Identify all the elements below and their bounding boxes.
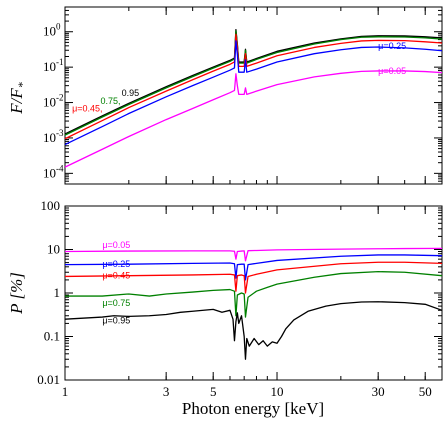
bottom-series-0-05 — [64, 247, 443, 262]
top-annotation-0-95: 0.95 — [122, 88, 140, 98]
top-series-0-05 — [64, 70, 443, 168]
top-y-tick-label: 10-3 — [43, 128, 64, 145]
bottom-y-tick-label: 100 — [41, 198, 61, 213]
top-y-tick-label-exp: 0 — [56, 22, 61, 32]
top-y-tick-label-base: 10 — [43, 165, 56, 180]
bottom-y-tick-label: 1 — [54, 285, 61, 300]
top-y-tick-label-exp: -2 — [56, 93, 64, 103]
top-panel-frame — [64, 6, 443, 185]
bottom-x-ticks: 1 3 5 10 30 50 — [62, 206, 432, 399]
top-y-tick-label-base: 10 — [43, 24, 56, 39]
bottom-y-tick-label: 0.1 — [44, 329, 60, 344]
top-annotation-0-45: μ=0.45, — [72, 104, 102, 114]
bottom-y-axis-title: P [%] — [7, 272, 26, 315]
top-annotation-0-25: μ=0.25 — [378, 41, 406, 51]
top-y-tick-label-exp: -3 — [56, 128, 64, 138]
top-y-tick-label-base: 10 — [43, 59, 56, 74]
bottom-series-0-75 — [65, 270, 443, 318]
top-annotations: μ=0.45,0.75,0.95 μ=0.25 μ=0.05 — [72, 41, 406, 114]
top-y-axis-title-main: F/F — [7, 88, 26, 115]
top-y-tick-label-exp: -4 — [56, 163, 64, 173]
bottom-x-tick-label-5: 5 — [210, 384, 217, 399]
bottom-y-tick-label: 0.01 — [37, 372, 60, 387]
top-series-group — [64, 28, 443, 168]
top-y-tick-label: 10-1 — [43, 57, 64, 74]
bottom-annotation-0-75: μ=0.75 — [102, 298, 130, 308]
bottom-series-group — [64, 247, 443, 360]
bottom-y-tick-label: 10 — [47, 242, 60, 257]
top-x-ticks — [64, 7, 426, 184]
bottom-x-tick-label-3: 3 — [163, 384, 170, 399]
bottom-x-tick-label-30: 30 — [372, 384, 385, 399]
bottom-series-0-25 — [64, 254, 443, 281]
bottom-x-tick-label-50: 50 — [419, 384, 432, 399]
top-annotation-0-75: 0.75, — [100, 96, 120, 106]
top-y-tick-label-exp: -1 — [56, 57, 64, 67]
x-axis-title: Photon energy [keV] — [182, 399, 324, 418]
top-y-axis-title-sub: * — [15, 82, 29, 88]
top-y-axis-title: F/F* — [7, 82, 29, 115]
bottom-annotations: μ=0.05 μ=0.25 μ=0.45 μ=0.75 μ=0.95 — [102, 240, 130, 325]
top-y-tick-label: 10-2 — [43, 93, 64, 110]
bottom-annotation-0-95: μ=0.95 — [102, 315, 130, 325]
bottom-annotation-0-25: μ=0.25 — [102, 259, 130, 269]
bottom-series-0-95 — [64, 301, 443, 360]
bottom-x-tick-label-10: 10 — [271, 384, 284, 399]
bottom-y-ticks: 0.01 0.1 1 10 100 — [37, 198, 442, 387]
top-y-tick-label-base: 10 — [43, 130, 56, 145]
bottom-x-tick-label-1: 1 — [62, 384, 69, 399]
top-series-0-25 — [64, 40, 443, 146]
top-y-tick-label-base: 10 — [43, 95, 56, 110]
top-y-tick-label: 100 — [43, 22, 61, 39]
top-y-tick-label: 10-4 — [43, 163, 64, 180]
bottom-annotation-0-05: μ=0.05 — [102, 240, 130, 250]
bottom-series-0-45 — [64, 261, 443, 294]
top-annotation-0-05: μ=0.05 — [378, 66, 406, 76]
bottom-annotation-0-45: μ=0.45 — [102, 271, 130, 281]
